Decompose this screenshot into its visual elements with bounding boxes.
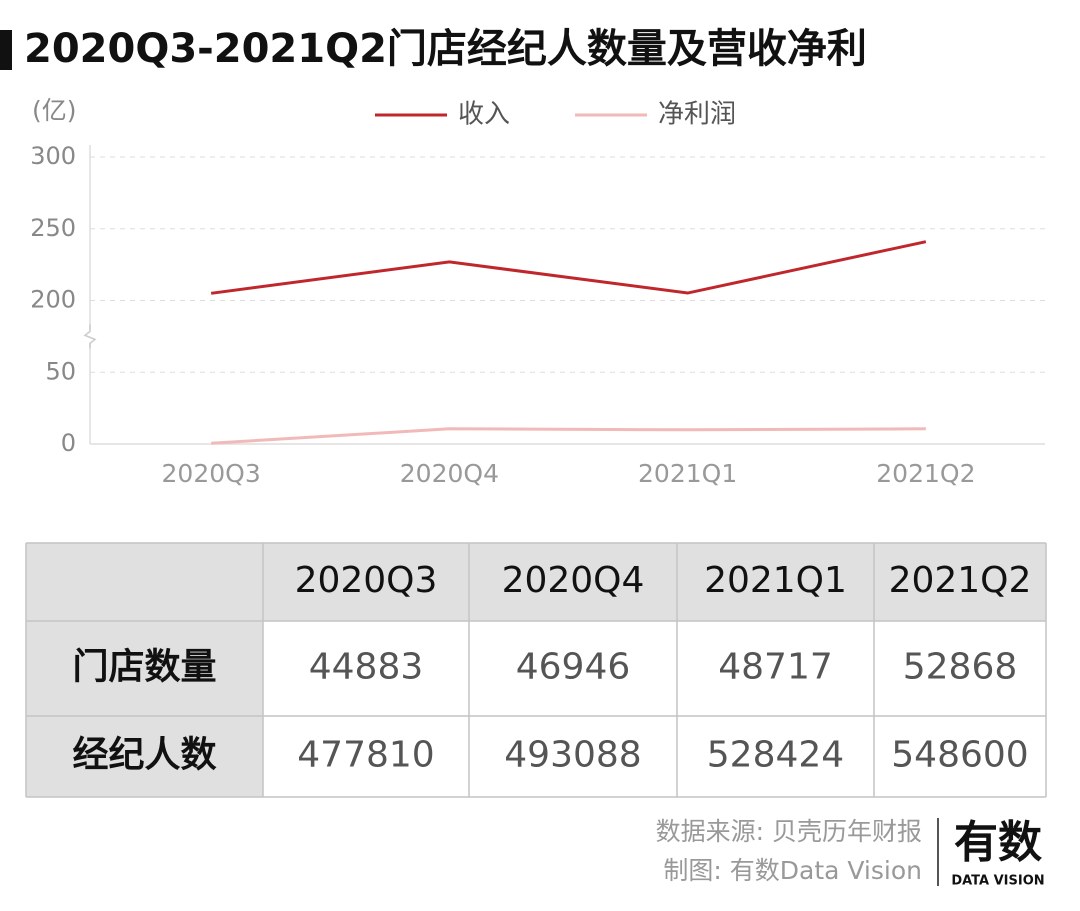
table: 2020Q3 2020Q4 2021Q1 2021Q2 门店数量 44883 46946 48…: [25, 542, 1047, 798]
table-cell: 46946: [516, 647, 631, 688]
table-cell: 44883: [309, 647, 424, 688]
x-tick-label: 2020Q3: [162, 459, 261, 488]
legend-label: 净利润: [658, 100, 736, 130]
chart: 0 50 200 250 300 2020Q3 2020Q4 2021Q1 2021Q2 收入 净利…: [30, 100, 1045, 488]
table-header: 2020Q3: [295, 560, 438, 601]
y-unit: (亿): [32, 96, 77, 125]
chart-title: 2020Q3-2021Q2门店经纪人数量及营收净利: [24, 26, 867, 72]
x-tick-label: 2020Q4: [400, 459, 499, 488]
legend-label: 收入: [458, 100, 510, 130]
series-line: [211, 427, 926, 445]
y-tick-label: 200: [30, 286, 76, 314]
y-tick-label: 250: [30, 214, 76, 242]
table-cell: 528424: [707, 735, 844, 776]
logo-sub: DATA VISION: [951, 874, 1044, 889]
row-label: 经纪人数: [72, 735, 216, 776]
table-header: 2021Q1: [704, 560, 847, 601]
credit: 制图: 有数Data Vision: [663, 856, 922, 885]
series-line: [210, 240, 927, 295]
y-tick-label: 300: [30, 142, 76, 170]
table-label-bg: [26, 621, 263, 797]
table-header: 2020Q4: [502, 560, 645, 601]
row-label: 门店数量: [72, 647, 216, 688]
table-header: 2021Q2: [889, 560, 1032, 601]
table-cell: 477810: [297, 735, 434, 776]
table-header-bg: [26, 543, 1046, 621]
table-cell: 52868: [903, 647, 1018, 688]
y-tick-label: 50: [45, 357, 76, 385]
title-marker: [0, 30, 12, 70]
y-tick-label: 0: [61, 429, 76, 457]
axis-break: [83, 324, 97, 349]
table-cell: 48717: [718, 647, 833, 688]
x-tick-label: 2021Q2: [876, 459, 975, 488]
table-cell: 548600: [891, 735, 1028, 776]
table-cell: 493088: [504, 735, 641, 776]
logo: 有数: [954, 817, 1042, 868]
source: 数据来源: 贝壳历年财报: [656, 817, 922, 846]
x-tick-label: 2021Q1: [638, 459, 737, 488]
